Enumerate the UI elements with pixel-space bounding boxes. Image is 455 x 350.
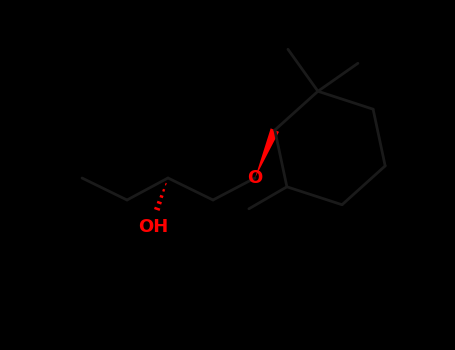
- Polygon shape: [255, 128, 279, 178]
- Text: O: O: [248, 169, 263, 187]
- Text: OH: OH: [138, 218, 168, 236]
